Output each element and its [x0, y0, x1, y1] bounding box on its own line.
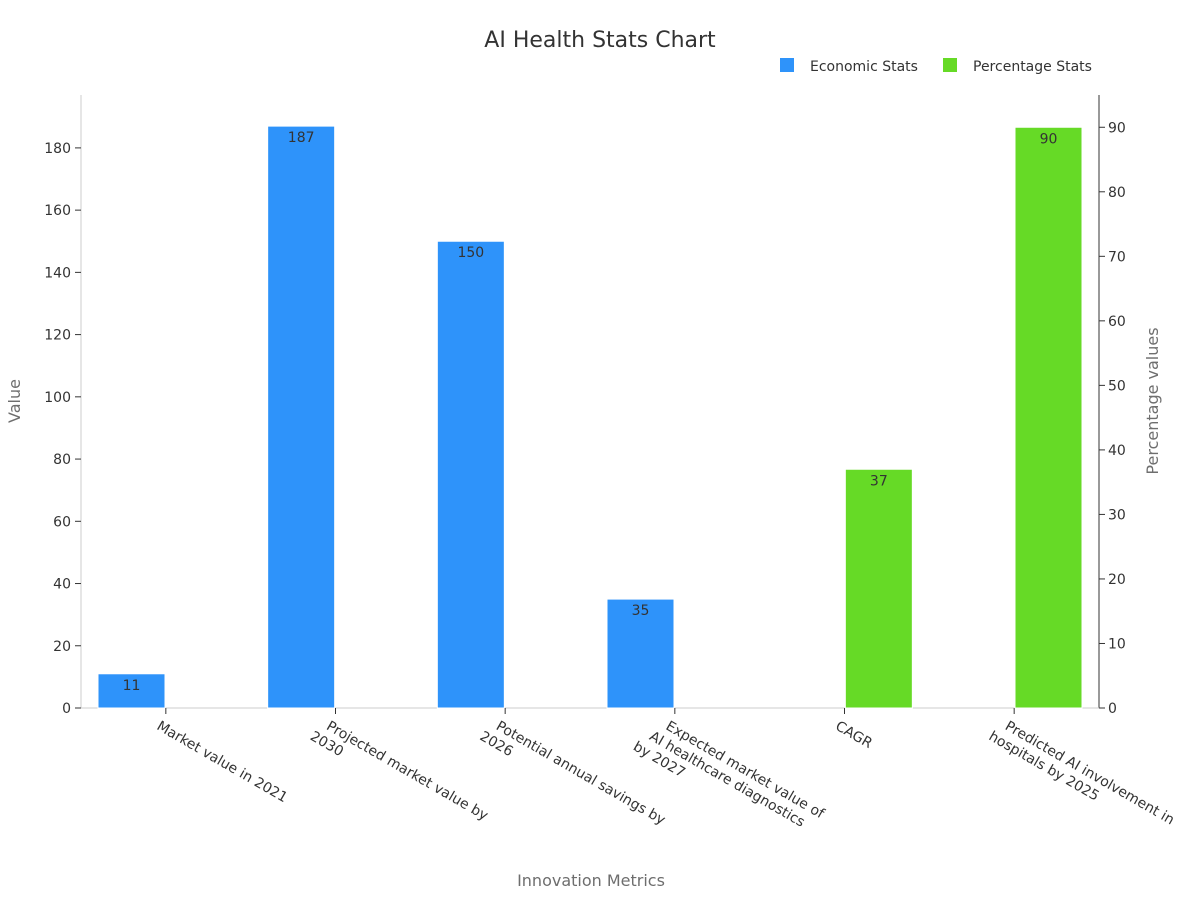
right-tick-label: 10 [1108, 636, 1126, 652]
x-axis-ticks: Market value in 2021 Projected market val… [154, 708, 1177, 831]
right-tick-label: 30 [1108, 507, 1126, 523]
right-tick-label: 40 [1108, 443, 1126, 459]
bar [97, 673, 166, 709]
bar [606, 598, 675, 709]
right-tick-label: 70 [1108, 249, 1126, 265]
category-label-line: Projected market value by [324, 718, 491, 824]
bar-value-label: 150 [457, 245, 484, 261]
right-tick-label: 90 [1108, 120, 1126, 136]
category-label-line: CAGR [833, 718, 876, 752]
left-tick-label: 140 [44, 265, 71, 281]
bar [436, 240, 505, 709]
bar-value-label: 187 [288, 130, 315, 146]
left-tick-label: 180 [44, 141, 71, 157]
right-tick-label: 80 [1108, 185, 1126, 201]
legend-swatch [943, 58, 957, 72]
category-label: Market value in 2021 [154, 718, 290, 806]
left-tick-label: 40 [53, 577, 71, 593]
category-label-line: Expected market value of [663, 718, 828, 822]
bar-value-label: 37 [870, 473, 888, 489]
x-axis-title: Innovation Metrics [517, 871, 665, 890]
bar-value-label: 11 [123, 678, 141, 694]
bar-value-label: 35 [632, 603, 650, 619]
bars: 11 187 150 35 37 90 [97, 125, 1083, 709]
legend: Economic Stats Percentage Stats [780, 58, 1092, 75]
category-label-line: Potential annual savings by [493, 718, 668, 828]
category-label-line: Market value in 2021 [154, 718, 290, 806]
left-tick-label: 160 [44, 203, 71, 219]
left-axis-ticks: 0 20 40 60 80 100 120 140 160 180 [44, 141, 81, 717]
category-label-line: AI healthcare diagnostics [647, 728, 808, 830]
left-tick-label: 60 [53, 514, 71, 530]
right-tick-label: 20 [1108, 572, 1126, 588]
chart-title: AI Health Stats Chart [484, 28, 716, 53]
left-tick-label: 20 [53, 639, 71, 655]
right-axis-ticks: 0 10 20 30 40 50 60 70 80 90 [1099, 120, 1126, 717]
bar [1014, 126, 1083, 709]
legend-swatch [780, 58, 794, 72]
y2-axis-title: Percentage values [1143, 327, 1162, 474]
left-tick-label: 0 [62, 701, 71, 717]
right-tick-label: 50 [1108, 378, 1126, 394]
category-label: CAGR [833, 718, 876, 752]
left-tick-label: 80 [53, 452, 71, 468]
legend-label: Percentage Stats [973, 59, 1092, 75]
right-tick-label: 0 [1108, 701, 1117, 717]
bar [844, 468, 913, 709]
category-label-line: Predicted AI involvement in [1002, 718, 1177, 828]
left-tick-label: 100 [44, 390, 71, 406]
left-tick-label: 120 [44, 328, 71, 344]
bar-value-label: 90 [1040, 131, 1058, 147]
y-axis-title: Value [5, 379, 24, 423]
bar [267, 125, 336, 709]
legend-label: Economic Stats [810, 59, 918, 75]
right-tick-label: 60 [1108, 314, 1126, 330]
